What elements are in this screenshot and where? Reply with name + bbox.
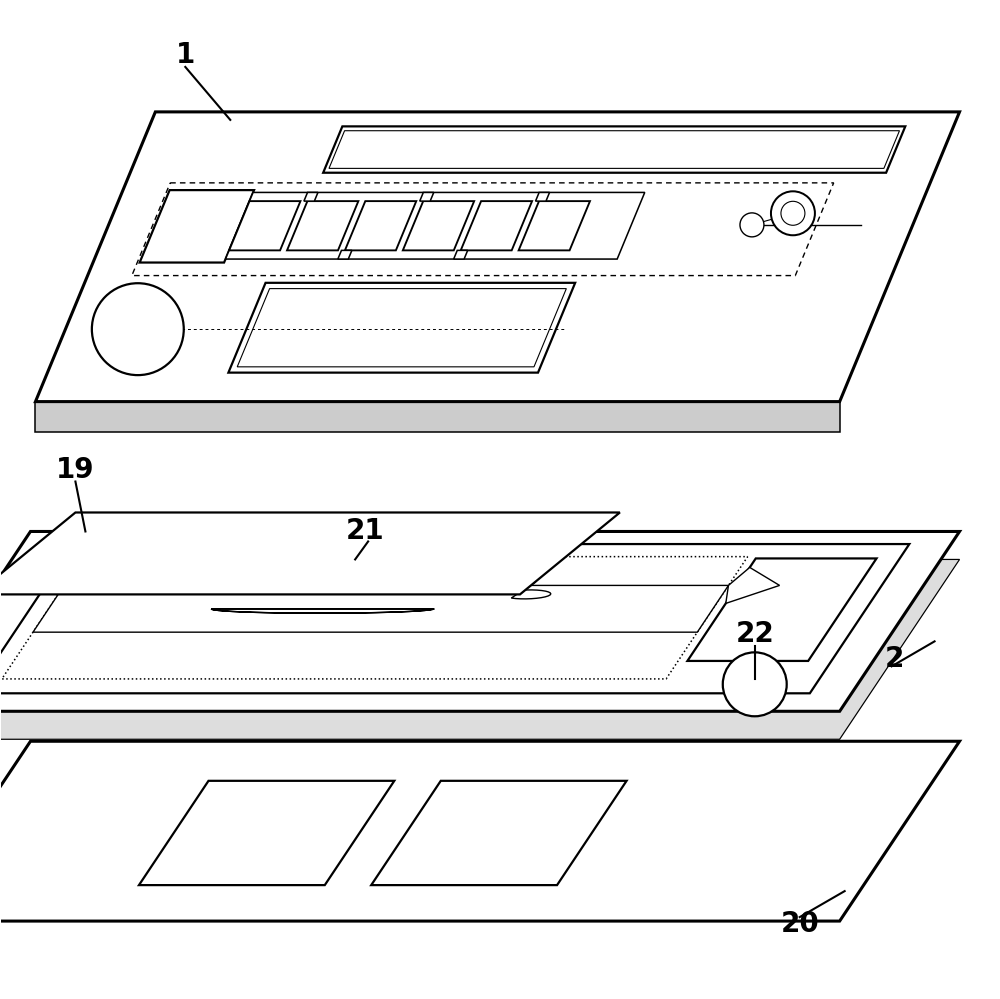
Polygon shape bbox=[0, 531, 960, 711]
Polygon shape bbox=[0, 544, 909, 693]
Circle shape bbox=[781, 202, 805, 226]
Polygon shape bbox=[140, 190, 254, 263]
Polygon shape bbox=[323, 126, 905, 173]
Polygon shape bbox=[536, 193, 550, 201]
Polygon shape bbox=[461, 201, 532, 251]
Polygon shape bbox=[420, 193, 434, 201]
Circle shape bbox=[92, 284, 184, 376]
Polygon shape bbox=[403, 201, 474, 251]
Polygon shape bbox=[304, 193, 318, 201]
Text: 19: 19 bbox=[56, 456, 95, 484]
Circle shape bbox=[723, 652, 787, 716]
Polygon shape bbox=[519, 201, 590, 251]
Polygon shape bbox=[0, 741, 960, 921]
Polygon shape bbox=[229, 201, 300, 251]
Text: 20: 20 bbox=[780, 910, 819, 938]
Polygon shape bbox=[0, 512, 620, 594]
Text: 1: 1 bbox=[176, 41, 195, 69]
Circle shape bbox=[740, 213, 764, 237]
Polygon shape bbox=[139, 781, 394, 885]
Polygon shape bbox=[226, 193, 645, 259]
Polygon shape bbox=[228, 283, 575, 373]
Polygon shape bbox=[2, 556, 748, 679]
Polygon shape bbox=[371, 781, 627, 885]
Polygon shape bbox=[35, 402, 840, 432]
Text: 21: 21 bbox=[346, 517, 384, 545]
Polygon shape bbox=[211, 608, 434, 613]
Polygon shape bbox=[287, 201, 358, 251]
Polygon shape bbox=[345, 201, 416, 251]
Text: 22: 22 bbox=[735, 620, 774, 648]
Polygon shape bbox=[33, 585, 728, 632]
Polygon shape bbox=[237, 289, 566, 367]
Polygon shape bbox=[511, 581, 551, 598]
Polygon shape bbox=[132, 183, 834, 276]
Polygon shape bbox=[0, 559, 960, 739]
Polygon shape bbox=[338, 251, 352, 259]
Text: 2: 2 bbox=[885, 645, 904, 673]
Polygon shape bbox=[35, 112, 960, 402]
Polygon shape bbox=[329, 131, 899, 169]
Polygon shape bbox=[687, 558, 877, 661]
Polygon shape bbox=[726, 567, 780, 603]
Circle shape bbox=[771, 192, 815, 236]
Polygon shape bbox=[454, 251, 468, 259]
